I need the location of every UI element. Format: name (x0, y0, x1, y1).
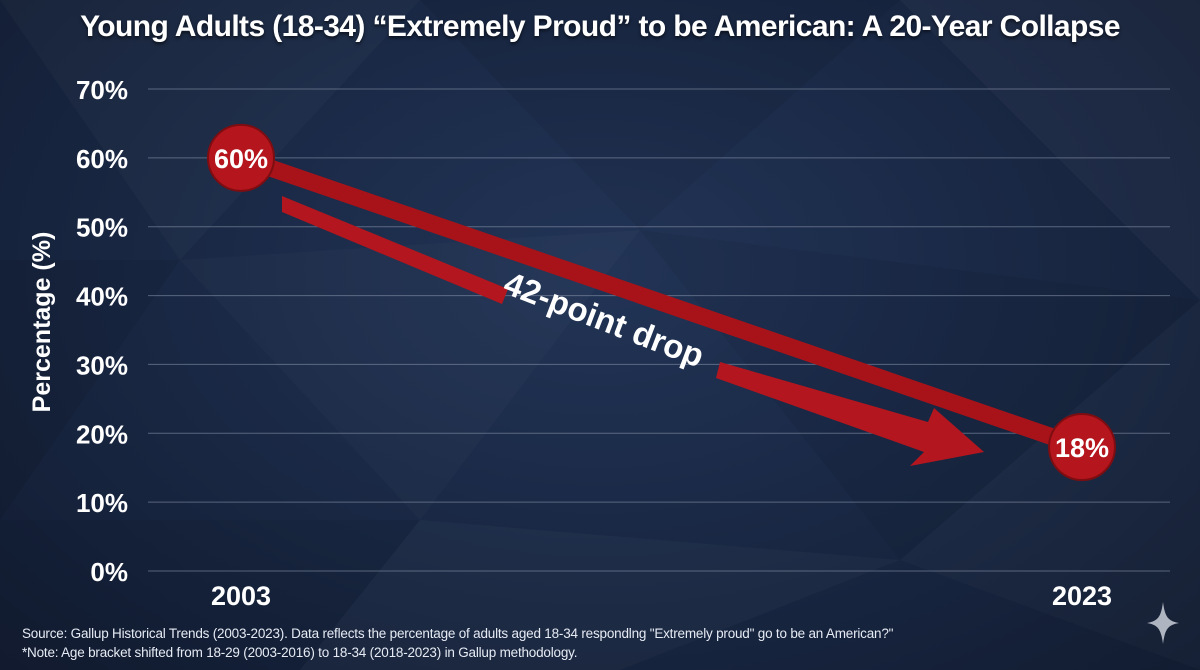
chart-footer: Source: Gallup Historical Trends (2003-2… (22, 624, 1122, 662)
y-tick-label: 30% (76, 350, 128, 380)
data-label: 18% (1055, 433, 1109, 463)
methodology-note: *Note: Age bracket shifted from 18-29 (2… (22, 645, 578, 660)
series-line-path (238, 149, 1085, 456)
y-tick-label: 60% (76, 144, 128, 174)
x-axis-ticks: 2003 2023 (211, 581, 1112, 611)
y-tick-label: 50% (76, 213, 128, 243)
data-label: 60% (214, 144, 268, 174)
y-tick-label: 70% (76, 75, 128, 105)
x-tick-label: 2023 (1052, 581, 1112, 611)
drop-arrow-shaft-upper (282, 196, 508, 304)
data-points: 60% 18% (207, 123, 1116, 482)
drop-arrow: 42-point drop (282, 196, 984, 466)
y-axis-ticks: 0% 10% 20% 30% 40% 50% 60% 70% (76, 75, 128, 587)
series-line (238, 149, 1085, 456)
sparkle-icon (1147, 602, 1179, 644)
y-tick-label: 0% (90, 557, 128, 587)
data-point-marker (1048, 413, 1116, 482)
x-tick-label: 2003 (211, 581, 271, 611)
y-tick-label: 20% (76, 419, 128, 449)
y-axis-label: Percentage (%) (28, 232, 56, 413)
data-point-marker (207, 123, 275, 192)
source-note: Source: Gallup Historical Trends (2003-2… (22, 626, 894, 641)
chart-title: Young Adults (18-34) “Extremely Proud” t… (80, 10, 1120, 43)
y-tick-label: 10% (76, 488, 128, 518)
drop-arrow-shaft-lower (716, 362, 984, 466)
y-tick-label: 40% (76, 282, 128, 312)
